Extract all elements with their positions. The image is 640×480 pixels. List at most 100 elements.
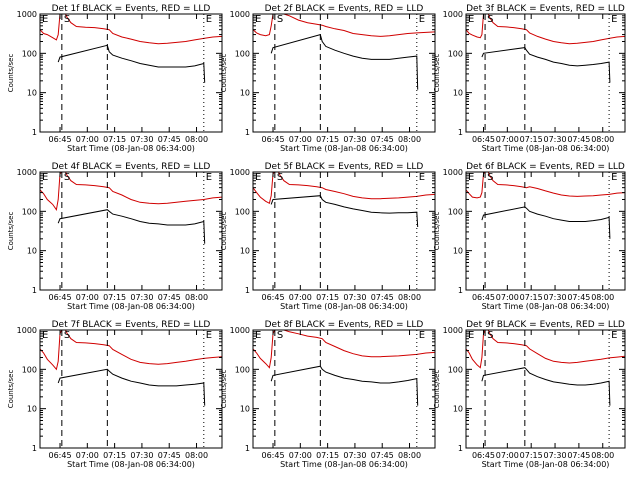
x-axis-label: Start Time (08-Jan-08 06:34:00)	[280, 144, 408, 153]
marker-label: S	[277, 172, 283, 183]
x-tick-label: 07:30	[343, 135, 366, 144]
x-tick-label: 07:45	[158, 135, 181, 144]
x-tick-label: 06:45	[48, 135, 71, 144]
y-tick-label: 1	[458, 128, 463, 137]
x-tick-label: 06:45	[261, 293, 284, 302]
y-tick-label: 10	[240, 405, 250, 414]
chart-title: Det 5f BLACK = Events, RED = LLD	[265, 162, 424, 172]
y-tick-label: 1	[458, 444, 463, 453]
marker-label: E	[419, 14, 425, 25]
y-axis-label: Counts/sec	[7, 54, 15, 93]
y-tick-label: 1000	[17, 10, 37, 19]
chart-title: Det 4f BLACK = Events, RED = LLD	[52, 162, 211, 172]
marker-label: E	[611, 330, 617, 341]
x-tick-label: 07:30	[544, 293, 567, 302]
plot-frame	[465, 171, 626, 291]
y-tick-label: 1000	[443, 168, 463, 177]
x-tick-label: 07:15	[520, 451, 543, 460]
x-tick-label: 07:00	[76, 451, 99, 460]
x-tick-label: 07:00	[76, 293, 99, 302]
y-tick-label: 1	[32, 128, 37, 137]
marker-label: E	[255, 14, 261, 25]
y-tick-label: 10	[27, 405, 37, 414]
x-tick-label: 07:00	[496, 135, 519, 144]
series-events-line	[270, 33, 419, 90]
x-tick-label: 07:00	[496, 293, 519, 302]
y-tick-label: 10	[240, 247, 250, 256]
marker-label: E	[255, 172, 261, 183]
series-lld-line	[466, 172, 625, 199]
y-tick-label: 100	[448, 365, 463, 374]
x-tick-label: 06:45	[472, 293, 495, 302]
plot-frame	[252, 13, 436, 133]
marker-label: E	[255, 330, 261, 341]
y-axis-label: Counts/sec	[220, 370, 228, 409]
x-axis-label: Start Time (08-Jan-08 06:34:00)	[67, 302, 195, 311]
x-tick-label: 07:30	[343, 451, 366, 460]
marker-label: E	[419, 172, 425, 183]
chart-title: Det 6f BLACK = Events, RED = LLD	[466, 162, 625, 172]
y-tick-label: 1000	[443, 10, 463, 19]
marker-label: E	[42, 330, 48, 341]
plot-frame	[39, 171, 223, 291]
marker-label: E	[611, 14, 617, 25]
x-tick-label: 07:15	[520, 135, 543, 144]
x-tick-label: 07:15	[316, 451, 339, 460]
x-tick-label: 07:30	[544, 135, 567, 144]
y-tick-label: 10	[27, 247, 37, 256]
x-tick-label: 07:30	[544, 451, 567, 460]
y-tick-label: 100	[448, 207, 463, 216]
x-axis-label: Start Time (08-Jan-08 06:34:00)	[280, 302, 408, 311]
y-tick-label: 1000	[443, 326, 463, 335]
series-lld-line	[466, 14, 625, 45]
chart-title: Det 9f BLACK = Events, RED = LLD	[466, 320, 625, 330]
x-tick-label: 06:45	[261, 135, 284, 144]
series-lld-line	[40, 172, 222, 211]
x-tick-label: 07:30	[130, 135, 153, 144]
x-tick-label: 07:45	[371, 135, 394, 144]
marker-label: S	[277, 330, 283, 341]
x-tick-label: 07:00	[289, 451, 312, 460]
series-events-line	[481, 47, 611, 83]
chart-title: Det 3f BLACK = Events, RED = LLD	[466, 4, 625, 14]
marker-label: E	[419, 330, 425, 341]
x-tick-label: 08:00	[591, 135, 614, 144]
chart-title: Det 8f BLACK = Events, RED = LLD	[265, 320, 424, 330]
x-tick-label: 06:45	[472, 135, 495, 144]
series-events-line	[481, 367, 611, 406]
x-tick-label: 07:30	[130, 451, 153, 460]
y-axis-label: Counts/sec	[220, 212, 228, 251]
x-axis-label: Start Time (08-Jan-08 06:34:00)	[482, 144, 610, 153]
x-tick-label: 07:45	[567, 293, 590, 302]
x-tick-label: 07:00	[496, 451, 519, 460]
x-axis-label: Start Time (08-Jan-08 06:34:00)	[482, 460, 610, 469]
x-axis-label: Start Time (08-Jan-08 06:34:00)	[67, 460, 195, 469]
series-events-line	[57, 44, 206, 83]
y-tick-label: 100	[235, 365, 250, 374]
x-axis-label: Start Time (08-Jan-08 06:34:00)	[280, 460, 408, 469]
plot-frame	[252, 171, 436, 291]
chart-title: Det 7f BLACK = Events, RED = LLD	[52, 320, 211, 330]
marker-label: E	[468, 330, 474, 341]
y-tick-label: 100	[235, 207, 250, 216]
y-tick-label: 100	[235, 49, 250, 58]
series-lld-line	[40, 330, 222, 371]
x-tick-label: 07:15	[316, 135, 339, 144]
plot-frame	[465, 329, 626, 449]
x-tick-label: 08:00	[398, 293, 421, 302]
marker-label: S	[64, 14, 70, 25]
y-tick-label: 10	[453, 405, 463, 414]
y-tick-label: 100	[22, 49, 37, 58]
chart-title: Det 2f BLACK = Events, RED = LLD	[265, 4, 424, 14]
plot-frame	[252, 329, 436, 449]
x-tick-label: 07:30	[130, 293, 153, 302]
marker-label: E	[42, 172, 48, 183]
y-tick-label: 10	[453, 89, 463, 98]
marker-label: E	[611, 172, 617, 183]
marker-label: E	[468, 172, 474, 183]
x-axis-label: Start Time (08-Jan-08 06:34:00)	[482, 302, 610, 311]
y-tick-label: 1	[458, 286, 463, 295]
